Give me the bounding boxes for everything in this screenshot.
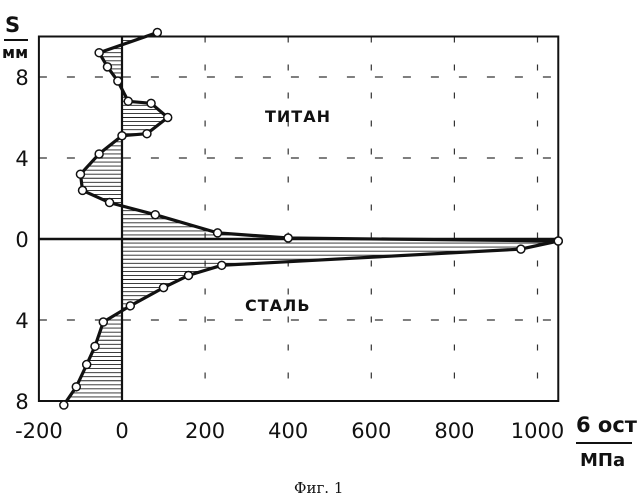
stress-hatching — [69, 37, 549, 397]
data-point-steel-9 — [72, 383, 80, 391]
data-point-titanium-2 — [103, 63, 111, 71]
y-tick-label-1: 4 — [15, 147, 28, 171]
data-point-steel-0 — [554, 237, 562, 245]
y-tick-label-3: 4 — [15, 309, 28, 333]
x-tick-label-5: 800 — [434, 419, 474, 443]
data-point-steel-8 — [83, 361, 91, 369]
y-tick-label-2: 0 — [15, 228, 28, 252]
x-tick-label-0: -200 — [15, 419, 63, 443]
data-point-titanium-1 — [95, 49, 103, 57]
y-tick-labels: 8 4 0 4 8 — [15, 66, 28, 414]
data-point-titanium-4 — [124, 97, 132, 105]
data-point-steel-4 — [160, 284, 168, 292]
data-point-steel-7 — [91, 342, 99, 350]
x-tick-label-1: 0 — [115, 419, 128, 443]
data-point-titanium-8 — [118, 132, 126, 140]
x-axis-label-top: 6 ост — [576, 413, 638, 437]
x-tick-label-6: 1000 — [511, 419, 564, 443]
data-point-titanium-12 — [106, 199, 114, 207]
data-point-steel-3 — [184, 271, 192, 279]
data-point-steel-10 — [60, 401, 68, 409]
data-point-titanium-10 — [76, 170, 84, 178]
data-point-titanium-13 — [151, 211, 159, 219]
series-line-steel — [64, 241, 559, 405]
x-axis-label-bottom: МПа — [580, 450, 625, 471]
y-tick-label-4: 8 — [15, 390, 28, 414]
x-tick-label-3: 400 — [268, 419, 308, 443]
figure-caption: Фиг. 1 — [294, 479, 343, 497]
series-line-titanium — [81, 33, 559, 242]
y-axis-label-bottom: мм — [2, 43, 28, 62]
x-tick-label-4: 600 — [351, 419, 391, 443]
x-tick-labels: -200 0 200 400 600 800 1000 — [15, 419, 564, 443]
x-tick-label-2: 200 — [185, 419, 225, 443]
axes — [39, 37, 558, 402]
titanium-label: ТИТАН — [265, 107, 331, 126]
data-point-steel-2 — [218, 261, 226, 269]
data-point-titanium-15 — [284, 234, 292, 242]
data-point-steel-1 — [517, 245, 525, 253]
data-point-titanium-7 — [143, 130, 151, 138]
y-axis-label-top: S — [5, 13, 20, 37]
y-tick-label-0: 8 — [15, 66, 28, 90]
data-point-titanium-5 — [147, 99, 155, 107]
data-point-titanium-9 — [95, 150, 103, 158]
data-point-steel-5 — [126, 302, 134, 310]
data-point-steel-6 — [99, 318, 107, 326]
grid-lines — [39, 37, 558, 402]
data-point-titanium-3 — [114, 77, 122, 85]
data-point-titanium-0 — [153, 28, 161, 36]
data-point-titanium-14 — [214, 229, 222, 237]
steel-label: СТАЛЬ — [245, 296, 311, 315]
data-point-titanium-11 — [79, 186, 87, 194]
data-point-titanium-6 — [164, 114, 172, 122]
plot-frame — [39, 37, 558, 402]
